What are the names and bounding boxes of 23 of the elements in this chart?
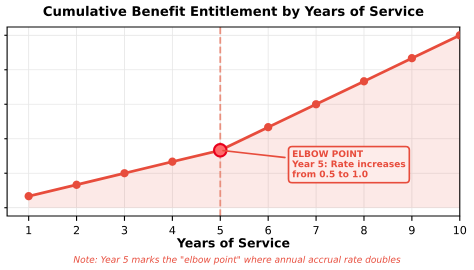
x-tick-label: 6 <box>265 226 272 234</box>
x-tick-label: 9 <box>409 226 415 234</box>
chart-title: Cumulative Benefit Entitlement by Years of Service <box>44 6 424 19</box>
point <box>264 123 272 132</box>
point <box>72 180 81 189</box>
x-tick-label: 1 <box>26 226 32 234</box>
point <box>312 100 320 108</box>
x-axis-title: Years of Service <box>176 238 290 248</box>
x-tick-label: 5 <box>218 226 223 234</box>
text: Note: Year 5 marks the "elbow point" where annual accrual rate doubles <box>74 256 400 265</box>
x-tick-label: 3 <box>122 226 128 234</box>
point <box>360 77 368 86</box>
x-tick-label: 7 <box>313 226 319 234</box>
point <box>213 143 228 158</box>
point <box>168 158 177 166</box>
annotation: ELBOW POINT Year 5: Rate increases from 0.5 to 1.0 <box>292 150 406 178</box>
x-tick-label: 8 <box>361 226 367 234</box>
x-tick-label: 10 <box>454 226 466 234</box>
point <box>24 192 33 200</box>
point <box>120 169 129 178</box>
point <box>408 54 416 62</box>
x-tick-label: 4 <box>169 226 176 234</box>
x-tick-label: 2 <box>74 226 79 234</box>
